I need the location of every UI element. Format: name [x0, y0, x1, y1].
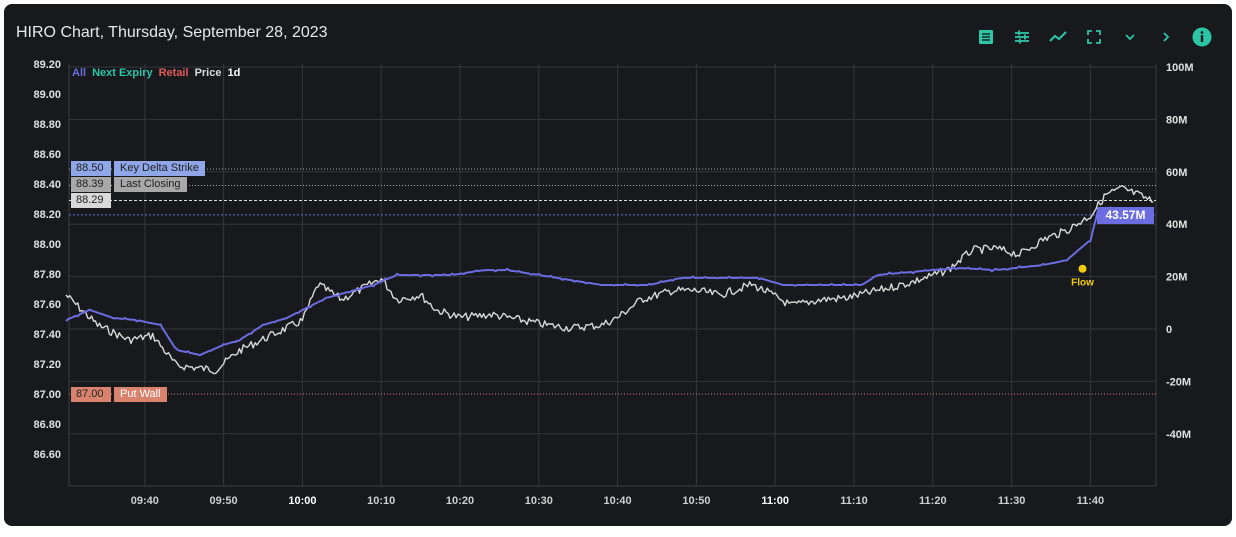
y-left-tick-label: 87.40	[33, 329, 61, 341]
key-delta-strike-tag: 88.50 Key Delta Strike	[71, 161, 205, 176]
y-left-tick-label: 87.00	[33, 389, 61, 401]
x-tick-label: 10:30	[525, 495, 553, 507]
y-left-tick-label: 89.20	[33, 59, 61, 71]
x-tick-label: 11:30	[998, 495, 1026, 507]
y-right-tick-label: 100M	[1166, 62, 1194, 74]
x-tick-label: 11:10	[840, 495, 868, 507]
legend-range[interactable]: 1d	[227, 67, 241, 79]
legend-price[interactable]: Price	[194, 67, 222, 79]
y-left-tick-label: 88.60	[33, 149, 61, 161]
info-icon	[1192, 27, 1212, 47]
flow-marker-label: Flow	[1071, 278, 1094, 289]
series-line-all	[65, 206, 1154, 357]
current-price-tag: 88.29	[71, 193, 111, 208]
y-left-tick-label: 88.40	[33, 179, 61, 191]
sliders-icon	[1015, 30, 1029, 44]
legend: All Next Expiry Retail Price 1d	[72, 67, 240, 79]
x-tick-label: 09:50	[210, 495, 238, 507]
y-right-tick-label: 20M	[1166, 272, 1187, 284]
y-right-tick-label: 60M	[1166, 167, 1187, 179]
x-tick-label: 10:20	[446, 495, 474, 507]
y-left-tick-label: 86.60	[33, 449, 61, 461]
y-left-tick-label: 87.80	[33, 269, 61, 281]
y-right-tick-label: -20M	[1166, 376, 1191, 388]
y-right-tick-label: -40M	[1166, 429, 1191, 441]
fullscreen-icon	[1087, 30, 1101, 44]
expand-button[interactable]	[1148, 26, 1184, 48]
y-left-tick-label: 88.80	[33, 119, 61, 131]
x-tick-label: 11:40	[1077, 495, 1105, 507]
y-left-tick-label: 89.00	[33, 89, 61, 101]
legend-all[interactable]: All	[72, 67, 87, 79]
x-tick-label: 11:20	[919, 495, 947, 507]
info-button[interactable]	[1184, 26, 1220, 48]
y-right-tick-label: 0	[1166, 324, 1172, 336]
legend-next-expiry[interactable]: Next Expiry	[92, 67, 153, 79]
table-button[interactable]	[968, 26, 1004, 48]
x-tick-label: 11:00	[761, 495, 789, 507]
x-tick-label: 09:40	[131, 495, 159, 507]
settings-button[interactable]	[1004, 26, 1040, 48]
y-right-tick-label: 40M	[1166, 219, 1187, 231]
chart-title: HIRO Chart, Thursday, September 28, 2023	[16, 24, 328, 41]
chart-type-button[interactable]	[1040, 26, 1076, 48]
x-tick-label: 10:00	[288, 495, 316, 507]
y-left-tick-label: 86.80	[33, 419, 61, 431]
y-right-tick-label: 80M	[1166, 114, 1187, 126]
chevron-down-icon	[1125, 34, 1135, 41]
legend-retail[interactable]: Retail	[158, 67, 189, 79]
chevron-right-icon	[1163, 32, 1170, 42]
table-icon	[979, 30, 993, 44]
x-tick-label: 10:50	[682, 495, 710, 507]
put-wall-tag: 87.00 Put Wall	[71, 387, 167, 402]
y-left-tick-label: 87.60	[33, 299, 61, 311]
last-closing-tag: 88.39 Last Closing	[71, 177, 187, 192]
flow-marker	[1078, 264, 1087, 273]
y-left-tick-label: 88.00	[33, 239, 61, 251]
x-tick-label: 10:40	[604, 495, 632, 507]
toolbar	[968, 26, 1220, 48]
x-tick-label: 10:10	[367, 495, 395, 507]
line-chart-icon	[1049, 31, 1067, 42]
collapse-button[interactable]	[1112, 26, 1148, 48]
y-left-tick-label: 87.20	[33, 359, 61, 371]
fullscreen-button[interactable]	[1076, 26, 1112, 48]
series-line-price	[65, 184, 1154, 375]
y-left-tick-label: 88.20	[33, 209, 61, 221]
current-flow-tag: 43.57M	[1097, 207, 1154, 224]
